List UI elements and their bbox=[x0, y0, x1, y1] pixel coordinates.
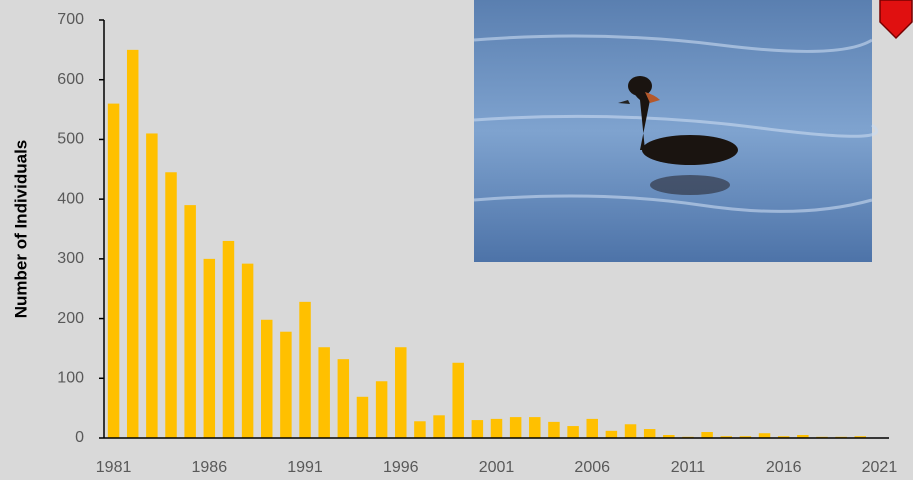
y-tick-label: 600 bbox=[57, 71, 84, 88]
bar bbox=[720, 436, 732, 438]
arrow-icon bbox=[879, 0, 913, 40]
x-tick-label: 2006 bbox=[574, 459, 610, 476]
y-tick-label: 700 bbox=[57, 11, 84, 28]
y-tick-label: 200 bbox=[57, 310, 84, 327]
y-axis-label: Number of Individuals bbox=[11, 140, 30, 319]
bar bbox=[299, 301, 311, 438]
x-tick-label: 1986 bbox=[192, 459, 228, 476]
bar bbox=[777, 436, 790, 438]
bar bbox=[203, 258, 216, 438]
bar bbox=[146, 133, 158, 438]
bar bbox=[854, 436, 867, 438]
x-tick-label: 1991 bbox=[287, 459, 323, 476]
bar bbox=[586, 418, 598, 438]
bar bbox=[509, 417, 522, 438]
bar bbox=[624, 424, 637, 438]
bar bbox=[356, 396, 369, 438]
bar bbox=[126, 49, 139, 438]
y-tick-label: 100 bbox=[57, 370, 84, 387]
x-tick-label: 2011 bbox=[671, 459, 706, 476]
photo bbox=[473, 0, 879, 262]
bar bbox=[548, 421, 560, 438]
bar bbox=[663, 435, 675, 438]
bar bbox=[643, 429, 656, 438]
bar bbox=[375, 381, 388, 438]
x-tick-label: 1981 bbox=[96, 459, 132, 476]
bar bbox=[490, 418, 503, 438]
bar bbox=[280, 331, 292, 438]
x-tick-label: 1996 bbox=[383, 459, 419, 476]
y-tick-label: 500 bbox=[57, 131, 84, 148]
bar bbox=[797, 435, 809, 438]
y-tick-label: 300 bbox=[57, 250, 84, 267]
bar bbox=[241, 263, 254, 438]
bar bbox=[184, 205, 196, 438]
bar bbox=[567, 426, 579, 438]
bar bbox=[471, 420, 484, 438]
bar bbox=[337, 359, 350, 438]
bar bbox=[452, 362, 464, 438]
bar bbox=[318, 347, 330, 438]
bar bbox=[107, 103, 120, 438]
bar bbox=[701, 432, 713, 438]
bar bbox=[261, 319, 273, 438]
bar bbox=[414, 421, 426, 438]
x-tick-label: 2021 bbox=[862, 459, 898, 476]
bar bbox=[222, 240, 235, 438]
bar bbox=[739, 436, 752, 438]
bar bbox=[165, 172, 177, 438]
y-tick-label: 0 bbox=[75, 429, 84, 446]
x-tick-label: 2001 bbox=[479, 459, 515, 476]
y-tick-label: 400 bbox=[57, 190, 84, 207]
bar bbox=[395, 347, 407, 438]
bar bbox=[529, 417, 541, 438]
bar bbox=[605, 430, 618, 438]
bar bbox=[433, 415, 445, 438]
bar bbox=[758, 433, 771, 438]
x-tick-label: 2016 bbox=[766, 459, 802, 476]
